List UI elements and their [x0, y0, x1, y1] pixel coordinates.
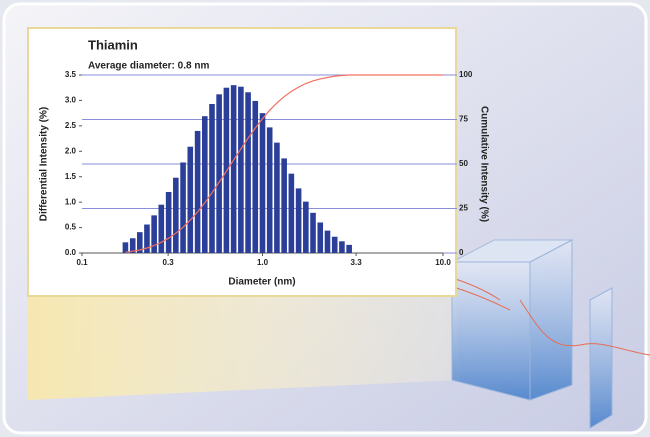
- y-tick-label: 3.0: [65, 96, 77, 105]
- bar: [238, 86, 244, 253]
- x-tick-label: 10.0: [435, 258, 451, 267]
- bar: [346, 244, 352, 253]
- bar: [209, 103, 215, 253]
- cumulative-line: [125, 74, 443, 253]
- bar: [144, 224, 150, 253]
- bar: [165, 191, 172, 253]
- bar: [151, 215, 157, 253]
- x-axis-label: Diameter (nm): [228, 277, 295, 288]
- y-tick-label: 2.5: [65, 121, 77, 130]
- y2-tick-label: 75: [459, 115, 468, 124]
- light-beam: [28, 296, 460, 400]
- bar: [230, 85, 237, 254]
- bar: [310, 212, 316, 253]
- y2-tick-label: 0: [459, 248, 464, 257]
- bar: [202, 116, 208, 254]
- y2-tick-label: 25: [459, 204, 468, 213]
- bar: [331, 236, 338, 253]
- bar: [173, 177, 179, 253]
- chart-subtitle: Average diameter: 0.8 nm: [88, 61, 209, 72]
- y2-tick-label: 50: [459, 159, 468, 168]
- x-tick-label: 3.3: [351, 258, 363, 267]
- cuvette: [379, 239, 650, 429]
- bar: [122, 242, 129, 253]
- bar: [252, 100, 259, 254]
- bar: [259, 113, 266, 254]
- bar: [339, 241, 345, 253]
- bar: [216, 94, 222, 253]
- y-axis-label: Differential Intensity (%): [39, 107, 50, 221]
- bar: [288, 173, 295, 253]
- y-tick-label: 2.0: [65, 146, 77, 155]
- y-tick-label: 1.0: [65, 197, 77, 206]
- y-tick-label: 3.5: [65, 70, 77, 79]
- bar: [194, 130, 201, 253]
- bar: [245, 92, 251, 253]
- y-tick-label: 0.0: [65, 248, 77, 257]
- bar: [303, 201, 309, 253]
- bar: [324, 230, 331, 253]
- x-tick-label: 0.3: [163, 258, 175, 267]
- bar: [158, 204, 165, 253]
- bar: [295, 188, 302, 253]
- x-tick-label: 0.1: [76, 258, 88, 267]
- bar: [317, 222, 324, 253]
- bar: [187, 146, 194, 253]
- bar: [129, 238, 136, 253]
- y-tick-label: 0.5: [65, 223, 77, 232]
- bar: [274, 142, 280, 253]
- y2-axis-label: Cumulative Intensity (%): [478, 106, 489, 222]
- x-tick-label: 1.0: [257, 258, 269, 267]
- bar: [281, 158, 287, 253]
- bar: [136, 232, 143, 253]
- bar: [180, 162, 186, 253]
- bar: [266, 127, 273, 253]
- chart-title: Thiamin: [88, 37, 138, 52]
- y-tick-label: 1.5: [65, 172, 77, 181]
- y2-tick-label: 100: [459, 70, 473, 79]
